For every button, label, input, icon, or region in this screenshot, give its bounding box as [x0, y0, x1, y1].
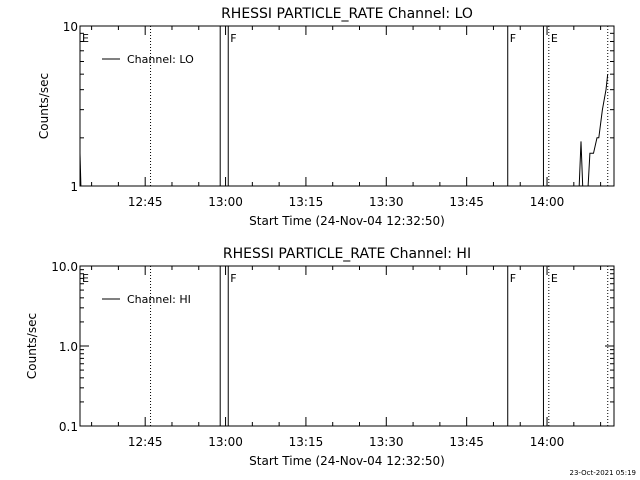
y-tick-label: 10.0 — [51, 260, 78, 274]
x-tick-label: 13:30 — [369, 435, 404, 449]
x-tick-label: 13:00 — [208, 195, 243, 209]
y-axis-label: Counts/sec — [25, 313, 39, 379]
series-line-lo — [79, 153, 82, 187]
x-tick-label: 13:00 — [208, 435, 243, 449]
panel-hi: RHESSI PARTICLE_RATE Channel: HI Counts/s… — [25, 246, 615, 468]
event-marker-label: F — [510, 272, 516, 285]
x-tick-label: 13:15 — [289, 195, 324, 209]
plot-frame — [79, 265, 615, 427]
x-axis-label: Start Time (24-Nov-04 12:32:50) — [249, 454, 445, 468]
y-tick-label: 0.1 — [59, 420, 78, 434]
y-axis-label: Counts/sec — [37, 73, 51, 139]
event-marker-label: F — [510, 32, 516, 45]
x-tick-label: 13:45 — [449, 435, 484, 449]
event-marker-label: E — [551, 32, 558, 45]
event-marker-label: E — [82, 32, 89, 45]
event-marker-label: F — [230, 272, 236, 285]
chart-title: RHESSI PARTICLE_RATE Channel: LO — [221, 6, 473, 22]
footer-timestamp: 23-Oct-2021 05:19 — [570, 469, 636, 477]
legend-label: Channel: LO — [127, 53, 194, 66]
chart-title: RHESSI PARTICLE_RATE Channel: HI — [223, 246, 471, 262]
series-line-lo — [578, 74, 609, 187]
y-tick-label: 1.0 — [59, 340, 78, 354]
x-tick-label: 14:00 — [530, 435, 565, 449]
event-marker-label: E — [551, 272, 558, 285]
x-tick-label: 12:45 — [128, 435, 163, 449]
event-marker-label: F — [230, 32, 236, 45]
x-tick-label: 13:30 — [369, 195, 404, 209]
legend-label: Channel: HI — [127, 293, 191, 306]
y-tick-label: 1 — [70, 180, 78, 194]
x-tick-label: 13:15 — [289, 435, 324, 449]
x-tick-label: 14:00 — [530, 195, 565, 209]
x-axis-label: Start Time (24-Nov-04 12:32:50) — [249, 214, 445, 228]
event-marker-label: E — [82, 272, 89, 285]
panel-lo: RHESSI PARTICLE_RATE Channel: LO Counts/s… — [37, 6, 615, 228]
y-tick-label: 10 — [63, 20, 78, 34]
x-tick-label: 12:45 — [128, 195, 163, 209]
x-tick-label: 13:45 — [449, 195, 484, 209]
plot-frame — [79, 25, 615, 187]
